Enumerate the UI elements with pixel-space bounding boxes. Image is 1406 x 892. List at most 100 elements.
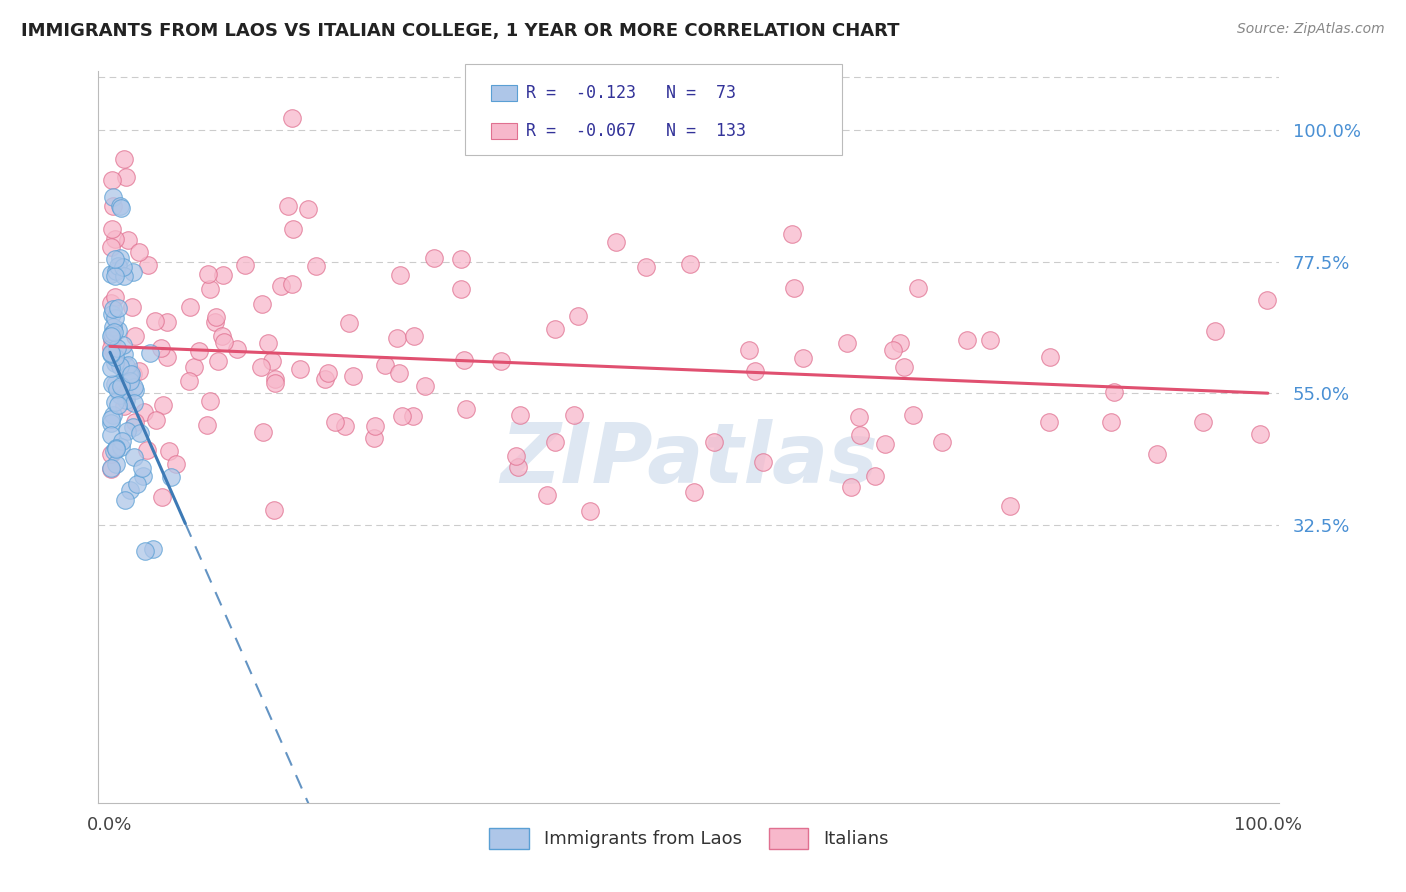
Point (1099, 415, 1122, 429)
Point (112, 347, 135, 361)
Point (157, 443, 180, 458)
Point (342, 368, 364, 383)
Point (100, 462, 122, 476)
Point (100, 461, 122, 475)
Point (263, 503, 285, 517)
Point (374, 359, 396, 373)
Point (122, 420, 145, 434)
Point (364, 418, 387, 433)
Point (1000, 500, 1022, 514)
Point (402, 409, 425, 423)
Point (288, 361, 311, 376)
Point (280, 111, 302, 125)
Point (100, 361, 122, 376)
Point (955, 334, 977, 348)
Point (413, 379, 436, 393)
Point (105, 441, 128, 455)
Point (136, 258, 159, 272)
Point (101, 408, 124, 422)
Point (505, 450, 527, 464)
Point (263, 372, 285, 386)
Point (1249, 426, 1271, 441)
Point (204, 315, 226, 329)
Point (120, 483, 142, 497)
Point (112, 399, 135, 413)
Point (134, 544, 156, 558)
Point (104, 394, 127, 409)
Point (562, 408, 585, 422)
Point (104, 252, 127, 266)
Point (110, 378, 132, 392)
Point (100, 328, 122, 343)
Point (114, 392, 136, 407)
Point (536, 488, 558, 502)
Point (333, 419, 356, 434)
Point (388, 268, 411, 283)
Point (567, 309, 589, 323)
Point (107, 323, 129, 337)
Point (907, 281, 929, 295)
Point (124, 450, 146, 465)
Point (103, 325, 125, 339)
Text: IMMIGRANTS FROM LAOS VS ITALIAN COLLEGE, 1 YEAR OR MORE CORRELATION CHART: IMMIGRANTS FROM LAOS VS ITALIAN COLLEGE,… (21, 22, 900, 40)
Point (226, 342, 249, 356)
Point (1039, 351, 1062, 365)
Point (104, 377, 127, 392)
Point (682, 485, 704, 500)
Point (110, 202, 132, 216)
Point (849, 428, 872, 442)
Point (100, 417, 122, 431)
Point (456, 401, 478, 416)
Point (108, 199, 131, 213)
Point (889, 335, 911, 350)
Text: R =  -0.067   N =  133: R = -0.067 N = 133 (526, 122, 747, 140)
Point (177, 374, 200, 388)
Bar (491, 85, 516, 101)
Point (108, 388, 131, 402)
Point (100, 267, 122, 281)
Point (453, 353, 475, 368)
Point (316, 366, 339, 380)
Point (270, 279, 292, 293)
Point (578, 504, 600, 518)
Point (112, 152, 135, 166)
Point (128, 364, 150, 378)
Point (506, 460, 529, 475)
Point (1102, 385, 1125, 400)
Point (128, 245, 150, 260)
Point (101, 190, 124, 204)
Point (839, 480, 862, 494)
Point (250, 297, 273, 311)
Point (112, 382, 135, 396)
Point (183, 360, 205, 375)
Point (337, 316, 360, 330)
Point (931, 435, 953, 450)
Point (108, 251, 131, 265)
Point (100, 296, 122, 310)
Point (863, 468, 886, 483)
Point (111, 338, 134, 352)
Point (205, 310, 228, 324)
Point (264, 376, 287, 390)
Legend: Immigrants from Laos, Italians: Immigrants from Laos, Italians (482, 821, 896, 856)
Point (103, 444, 125, 458)
Point (679, 257, 702, 271)
Point (104, 268, 127, 283)
Point (1038, 415, 1060, 429)
Point (387, 331, 409, 345)
Point (100, 428, 122, 442)
Point (131, 460, 153, 475)
Point (543, 434, 565, 449)
Point (1146, 447, 1168, 461)
Point (1204, 324, 1226, 338)
Point (100, 341, 122, 355)
Point (120, 368, 142, 382)
Point (297, 202, 319, 216)
Point (314, 371, 336, 385)
Point (450, 282, 472, 296)
Point (250, 359, 273, 374)
Point (101, 307, 124, 321)
Point (792, 351, 814, 366)
Point (450, 252, 472, 267)
Point (875, 437, 897, 451)
